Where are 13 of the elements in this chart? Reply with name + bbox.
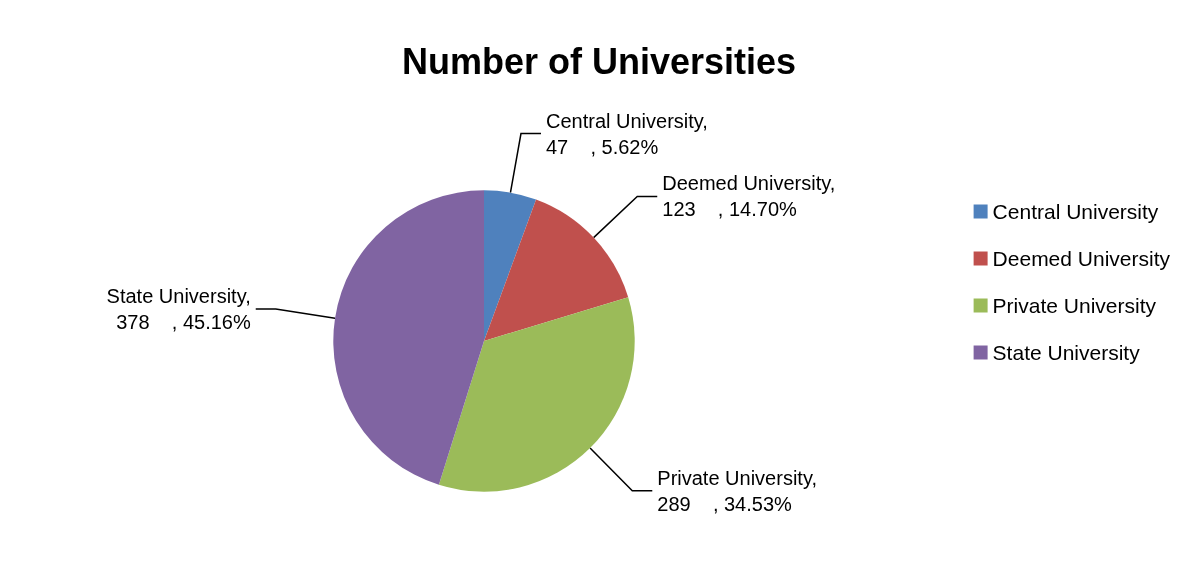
category-label: Private University, — [657, 466, 817, 489]
text: 378 , 45.16% — [116, 311, 251, 334]
category-label: State University, — [106, 285, 251, 308]
text: 47 , 5.62% — [545, 135, 659, 158]
chart-title: Number of Universities — [401, 40, 797, 82]
legend-label: Central University — [992, 200, 1159, 223]
legend-label: Deemed University — [992, 247, 1171, 270]
text: 289 , 34.53% — [657, 492, 792, 515]
category-label: Deemed University, — [662, 172, 836, 195]
legend-label: State University — [992, 341, 1141, 364]
text: 123 , 14.70% — [662, 198, 797, 221]
category-label: Central University, — [545, 109, 708, 132]
legend-label: Private University — [992, 294, 1157, 317]
